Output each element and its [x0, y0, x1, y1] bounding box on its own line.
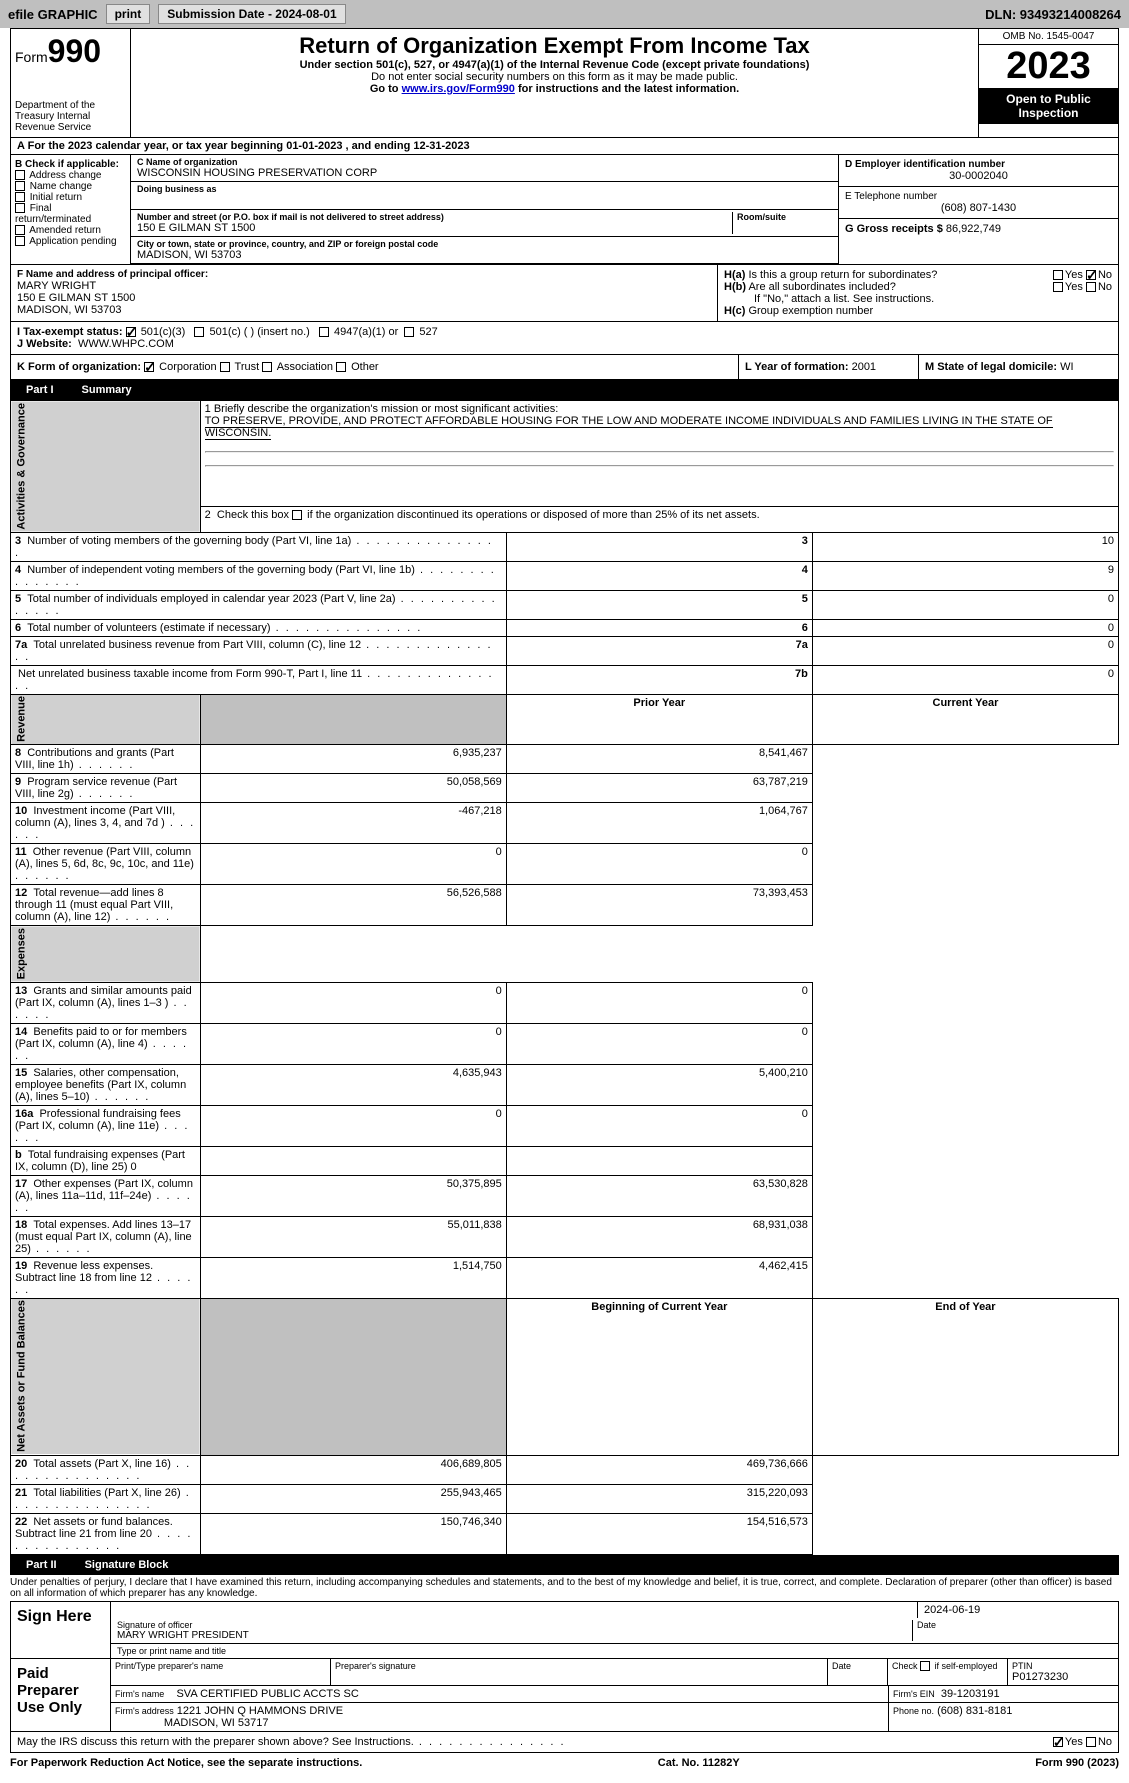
part2-header: Part IISignature Block: [10, 1555, 1119, 1575]
toolbar: efile GRAPHIC print Submission Date - 20…: [0, 0, 1129, 28]
ha-yes-checkbox[interactable]: [1053, 270, 1063, 280]
line-a: A For the 2023 calendar year, or tax yea…: [10, 138, 1119, 155]
firm-name: SVA CERTIFIED PUBLIC ACCTS SC: [176, 1688, 358, 1700]
omb-number: OMB No. 1545-0047: [979, 29, 1118, 45]
discuss-yes-checkbox[interactable]: [1053, 1737, 1063, 1747]
tax-year: 2023: [979, 45, 1118, 88]
side-ag: Activities & Governance: [11, 401, 201, 533]
phone: (608) 807-1430: [845, 202, 1112, 214]
subtitle-2: Do not enter social security numbers on …: [139, 71, 970, 83]
part1-header: Part ISummary: [10, 380, 1119, 400]
city-state-zip: MADISON, WI 53703: [137, 249, 832, 261]
form-header: Form990 Department of the Treasury Inter…: [10, 28, 1119, 138]
firm-phone: (608) 831-8181: [937, 1705, 1012, 1717]
street-address: 150 E GILMAN ST 1500: [137, 222, 732, 234]
hb-no-checkbox[interactable]: [1086, 282, 1096, 292]
public-inspection: Open to Public Inspection: [979, 88, 1118, 124]
section-c: C Name of organizationWISCONSIN HOUSING …: [131, 155, 838, 264]
section-b: B Check if applicable: Address change Na…: [11, 155, 131, 264]
dln-label: DLN: 93493214008264: [985, 7, 1121, 22]
hb-yes-checkbox[interactable]: [1053, 282, 1063, 292]
dept-label: Department of the Treasury Internal Reve…: [15, 100, 126, 133]
summary-table: Activities & Governance 1 Briefly descri…: [10, 400, 1119, 1555]
instructions-link[interactable]: www.irs.gov/Form990: [402, 83, 515, 95]
firm-ein: 39-1203191: [941, 1688, 1000, 1700]
state-domicile: WI: [1060, 361, 1073, 373]
year-formation: 2001: [852, 361, 876, 373]
officer-sig-name: MARY WRIGHT PRESIDENT: [117, 1630, 912, 1641]
ein: 30-0002040: [845, 170, 1112, 182]
501c3-checkbox[interactable]: [126, 327, 136, 337]
mission-text: TO PRESERVE, PROVIDE, AND PROTECT AFFORD…: [205, 415, 1053, 440]
efile-label: efile GRAPHIC: [8, 7, 98, 22]
discuss-no-checkbox[interactable]: [1086, 1737, 1096, 1747]
perjury-statement: Under penalties of perjury, I declare th…: [10, 1575, 1119, 1601]
page-footer: For Paperwork Reduction Act Notice, see …: [10, 1753, 1119, 1773]
form-label: Form: [15, 49, 48, 65]
form-title: Return of Organization Exempt From Incom…: [139, 33, 970, 59]
print-button[interactable]: print: [106, 4, 151, 24]
officer-name: MARY WRIGHT: [17, 280, 711, 292]
gross-receipts: 86,922,749: [946, 223, 1001, 235]
submission-date-button[interactable]: Submission Date - 2024-08-01: [158, 4, 345, 24]
form-number: 990: [48, 33, 101, 69]
ptin: P01273230: [1012, 1671, 1114, 1683]
subtitle-1: Under section 501(c), 527, or 4947(a)(1)…: [139, 59, 970, 71]
org-name: WISCONSIN HOUSING PRESERVATION CORP: [137, 167, 832, 179]
sig-date: 2024-06-19: [918, 1602, 1118, 1618]
ha-no-checkbox[interactable]: [1086, 270, 1096, 280]
signature-block: Sign Here 2024-06-19 Signature of office…: [10, 1601, 1119, 1732]
